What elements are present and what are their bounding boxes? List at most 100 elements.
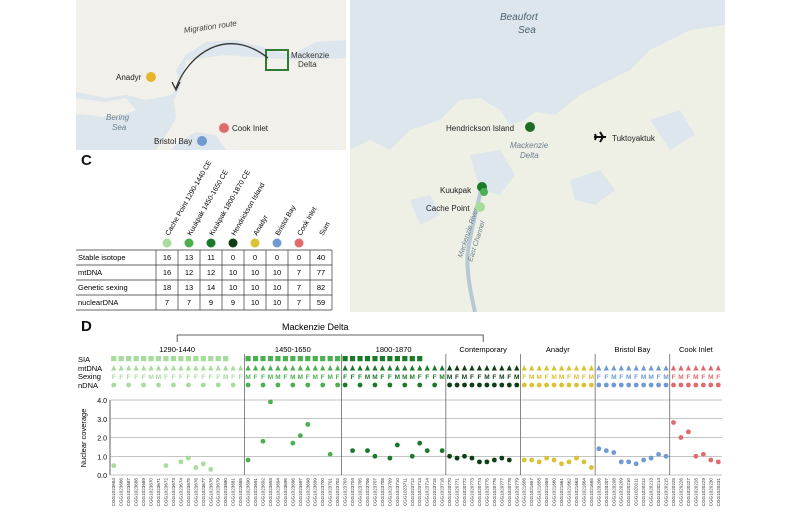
sex-letter: F: [492, 374, 496, 381]
sample-id-label: CGG1020212: [641, 478, 646, 507]
sample-id-label: CGG1021664: [581, 478, 586, 507]
sia-square: [290, 356, 296, 362]
group-label: Bristol Bay: [615, 345, 651, 354]
table-column-dot: [228, 238, 238, 248]
ndna-dot: [462, 382, 467, 388]
ndna-dot: [387, 382, 393, 388]
ndna-dot: [156, 382, 161, 388]
sex-letter: F: [470, 374, 474, 381]
mtdna-triangle: [208, 365, 214, 371]
mtdna-triangle: [305, 365, 311, 371]
mtdna-triangle: [469, 365, 475, 371]
sex-letter: F: [336, 374, 340, 381]
mtdna-triangle: [648, 365, 654, 371]
coverage-point: [484, 459, 490, 465]
ndna-dot: [402, 382, 408, 388]
sex-letter: F: [522, 374, 526, 381]
mtdna-triangle: [140, 365, 147, 371]
mtdna-triangle: [126, 365, 132, 371]
sex-letter: M: [536, 374, 541, 381]
ndna-dot: [693, 382, 699, 388]
sia-square: [170, 356, 177, 362]
table-row-label: Stable isotope: [78, 253, 126, 262]
table-column-dot: [206, 238, 216, 248]
mtdna-triangle: [402, 365, 408, 371]
table-cell: 13: [185, 253, 193, 262]
sample-id-label: CGG1023675: [186, 478, 191, 507]
sex-letter: F: [455, 374, 459, 381]
sex-letter: M: [439, 374, 444, 381]
sex-letter: M: [447, 374, 452, 381]
mtdna-triangle: [200, 365, 206, 371]
table-cell: 14: [207, 283, 215, 292]
sample-id-label: CGG1020775: [484, 478, 489, 507]
table-cell: 77: [317, 268, 325, 277]
mtdna-triangle: [529, 365, 535, 371]
ndna-dot: [633, 382, 639, 388]
table-column-label: Kuukpak 1800-1870 CE: [209, 169, 252, 237]
sex-letter: M: [290, 374, 295, 381]
table-cell: 82: [317, 283, 325, 292]
sex-letter: M: [372, 374, 377, 381]
sex-letter: M: [148, 374, 153, 381]
sex-letter: F: [597, 374, 601, 381]
sex-letter: M: [298, 374, 303, 381]
sex-letter: M: [499, 374, 504, 381]
sia-square: [155, 356, 162, 362]
map-a-delta-box: [265, 49, 289, 71]
mtdna-triangle: [685, 365, 692, 371]
sample-id-label: CGG1021661: [559, 478, 564, 507]
panel-letter-d: D: [81, 318, 92, 335]
ndna-dot: [536, 382, 542, 388]
sex-letter: M: [245, 374, 250, 381]
sia-square: [364, 356, 371, 362]
map-b-sea-label-2: Sea: [518, 25, 536, 36]
coverage-point: [633, 461, 639, 467]
mtdna-triangle: [424, 365, 430, 371]
sample-id-label: CGG1021663: [574, 478, 579, 507]
sample-id-label: CGG1020215: [664, 478, 669, 507]
sample-id-label: CGG1023696: [290, 478, 295, 507]
sample-id-label: CGG1023684: [111, 478, 116, 507]
table-column-dot: [162, 238, 172, 248]
mtdna-triangle: [700, 365, 706, 371]
ndna-dot: [335, 382, 341, 388]
ndna-dot: [290, 382, 296, 388]
sex-letter: M: [327, 374, 332, 381]
sex-letter: F: [582, 374, 586, 381]
mtdna-triangle: [633, 365, 639, 371]
sample-id-label: CGG1023681: [231, 478, 236, 507]
sia-square: [335, 356, 341, 362]
mtdna-triangle: [409, 365, 415, 371]
coverage-point: [626, 459, 632, 465]
sample-id-label: CGG1021660: [552, 478, 557, 507]
mtdna-triangle: [178, 365, 184, 371]
ndna-dot: [447, 382, 452, 388]
sex-letter: F: [380, 374, 384, 381]
sample-id-label: CGG1023715: [432, 478, 437, 507]
sample-id-label: CGG1023673: [171, 478, 176, 507]
ndna-dot: [603, 382, 609, 388]
map-b-tuktoyaktuk-label: Tuktoyaktuk: [612, 134, 656, 143]
sex-letter: M: [410, 374, 415, 381]
coverage-point: [454, 455, 460, 461]
mtdna-triangle: [238, 365, 244, 371]
sample-id-label: CGG1020213: [649, 478, 654, 507]
sex-letter: F: [388, 374, 392, 381]
sex-letter: F: [619, 374, 623, 381]
sample-id-label: CGG1023716: [440, 478, 445, 507]
sample-id-label: CGG1023679: [216, 478, 221, 507]
table-cell: 59: [317, 298, 325, 307]
sia-square: [379, 356, 386, 362]
sia-square: [252, 356, 259, 362]
sample-id-label: CGG1023699: [313, 478, 318, 507]
sex-letter: F: [306, 374, 310, 381]
sample-id-label: CGG1023688: [134, 478, 139, 507]
coverage-point: [290, 440, 296, 446]
group-label: 1290-1440: [159, 345, 195, 354]
group-label: Anadyr: [546, 345, 570, 354]
sample-id-label: CGG1023674: [178, 478, 183, 507]
map-a-sea-label-1: Bering: [106, 113, 130, 122]
table-cell: 10: [273, 298, 281, 307]
